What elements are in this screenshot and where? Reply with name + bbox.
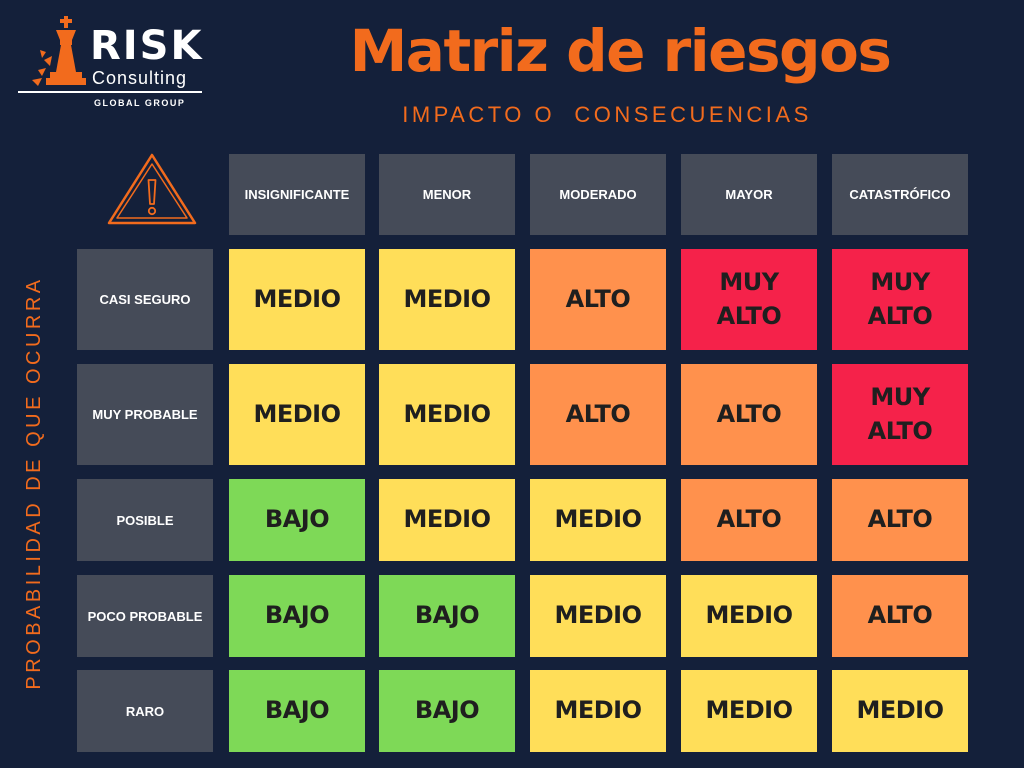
risk-cell: MEDIO — [229, 249, 365, 350]
row-header: RARO — [77, 670, 213, 752]
risk-cell: MUY ALTO — [832, 364, 968, 465]
risk-cell: MEDIO — [832, 670, 968, 752]
risk-consulting-logo: RISK Consulting GLOBAL GROUP — [14, 10, 204, 110]
page-title: Matriz de riesgos — [349, 17, 892, 85]
risk-cell: MUY ALTO — [832, 249, 968, 350]
risk-level-label: MEDIO — [705, 601, 793, 630]
row-header: POCO PROBABLE — [77, 575, 213, 657]
risk-level-label: MEDIO — [403, 505, 491, 534]
risk-level-label: ALTO — [867, 505, 933, 534]
risk-level-label: MUY ALTO — [716, 267, 782, 330]
risk-level-label: ALTO — [565, 399, 631, 428]
logo-divider — [18, 91, 202, 93]
risk-level-label: BAJO — [264, 696, 330, 725]
risk-cell: MUY ALTO — [681, 249, 817, 350]
row-header: MUY PROBABLE — [77, 364, 213, 465]
risk-level-label: MEDIO — [554, 696, 642, 725]
risk-level-label: MUY ALTO — [867, 382, 933, 445]
y-axis-label: PROBABILIDAD DE QUE OCURRA — [23, 276, 45, 690]
column-header: MODERADO — [530, 154, 666, 235]
risk-cell: ALTO — [832, 575, 968, 657]
risk-cell: BAJO — [229, 670, 365, 752]
risk-cell: MEDIO — [681, 575, 817, 657]
column-header: CATASTRÓFICO — [832, 154, 968, 235]
risk-cell: MEDIO — [379, 249, 515, 350]
risk-cell: MEDIO — [530, 670, 666, 752]
risk-level-label: BAJO — [264, 601, 330, 630]
risk-level-label: ALTO — [867, 601, 933, 630]
risk-cell: BAJO — [229, 575, 365, 657]
risk-level-label: MEDIO — [554, 601, 642, 630]
risk-level-label: MEDIO — [253, 399, 341, 428]
risk-level-label: MEDIO — [403, 284, 491, 313]
risk-level-label: BAJO — [264, 505, 330, 534]
logo-name-middle: Consulting — [92, 68, 188, 88]
risk-level-label: ALTO — [565, 284, 631, 313]
risk-cell: ALTO — [681, 364, 817, 465]
risk-cell: MEDIO — [379, 364, 515, 465]
logo-name-bottom: GLOBAL GROUP — [94, 98, 186, 108]
x-axis-label: IMPACTO O CONSECUENCIAS — [402, 102, 812, 127]
warning-icon — [107, 153, 197, 225]
risk-level-label: MEDIO — [856, 696, 944, 725]
risk-level-label: BAJO — [414, 696, 480, 725]
risk-level-label: MEDIO — [253, 284, 341, 313]
risk-level-label: BAJO — [414, 601, 480, 630]
column-header: MENOR — [379, 154, 515, 235]
risk-cell: BAJO — [379, 575, 515, 657]
risk-level-label: MEDIO — [403, 399, 491, 428]
risk-level-label: ALTO — [716, 505, 782, 534]
risk-cell: ALTO — [530, 364, 666, 465]
column-header: MAYOR — [681, 154, 817, 235]
risk-cell: MEDIO — [530, 479, 666, 561]
risk-cell: ALTO — [681, 479, 817, 561]
risk-level-label: MEDIO — [554, 505, 642, 534]
risk-level-label: MUY ALTO — [867, 267, 933, 330]
risk-cell: MEDIO — [530, 575, 666, 657]
risk-cell: ALTO — [530, 249, 666, 350]
risk-level-label: ALTO — [716, 399, 782, 428]
row-header: CASI SEGURO — [77, 249, 213, 350]
risk-cell: MEDIO — [379, 479, 515, 561]
logo-name-top: RISK — [90, 23, 204, 69]
column-header: INSIGNIFICANTE — [229, 154, 365, 235]
risk-cell: MEDIO — [681, 670, 817, 752]
risk-level-label: MEDIO — [705, 696, 793, 725]
row-header: POSIBLE — [77, 479, 213, 561]
chess-king-icon — [32, 16, 86, 86]
risk-cell: BAJO — [379, 670, 515, 752]
risk-cell: BAJO — [229, 479, 365, 561]
risk-cell: MEDIO — [229, 364, 365, 465]
risk-cell: ALTO — [832, 479, 968, 561]
